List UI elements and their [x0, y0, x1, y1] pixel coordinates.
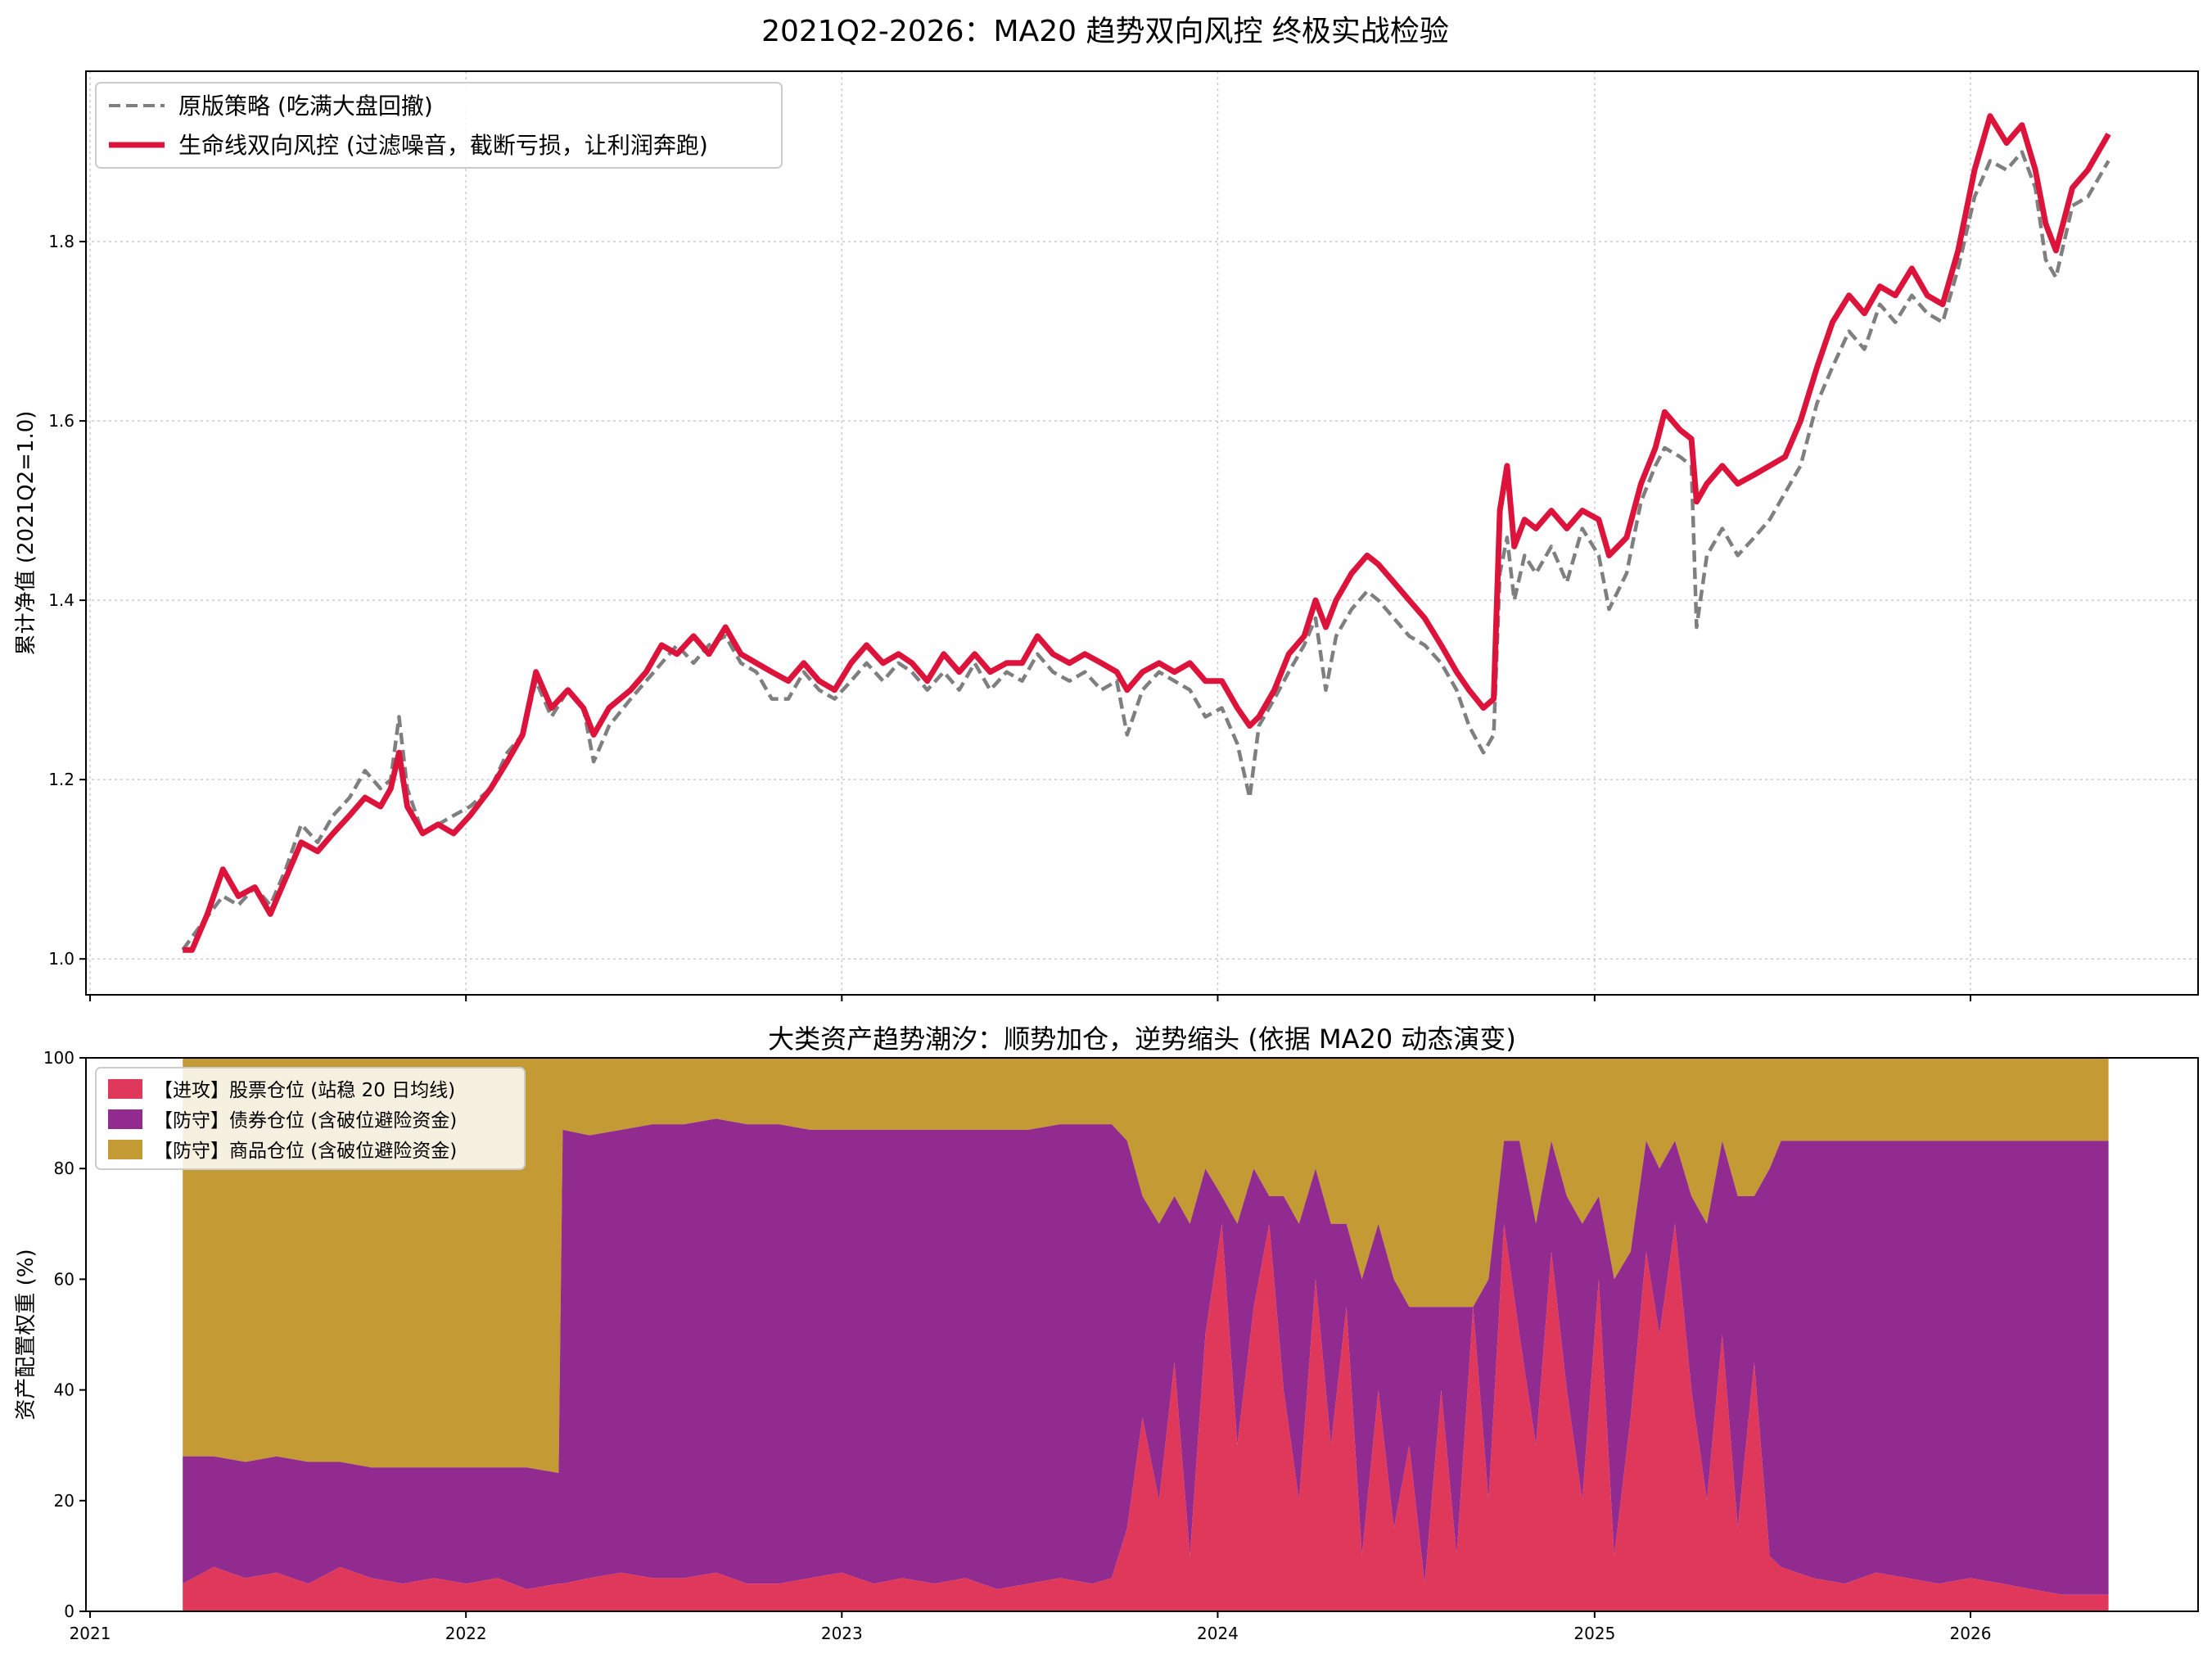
allocation-legend: 【进攻】股票仓位 (站稳 20 日均线) 【防守】债券仓位 (含破位避险资金) … — [95, 1067, 526, 1170]
allocation-x-tick-label: 2025 — [1573, 1624, 1615, 1643]
allocation-x-tick-label: 2023 — [821, 1624, 863, 1643]
nav-legend: 原版策略 (吃满大盘回撤) 生命线双向风控 (过滤噪音，截断亏损，让利润奔跑) — [95, 82, 783, 169]
area-equity — [183, 1223, 2109, 1611]
area-commodity — [183, 1058, 2109, 1473]
legend-label-equity: 【进攻】股票仓位 (站稳 20 日均线) — [154, 1080, 455, 1101]
nav-y-axis-label: 累计净值 (2021Q2=1.0) — [14, 411, 38, 656]
nav-line-lifeline — [183, 113, 2111, 953]
nav-y-tick-label: 1.8 — [48, 232, 74, 251]
nav-panel: 1.0 1.2 1.4 1.6 1.8 累计净值 (2021Q2=1.0) 原版策略 (… — [14, 70, 2199, 1001]
allocation-y-tick-label: 80 — [54, 1159, 74, 1178]
legend-swatch-equity — [108, 1079, 142, 1099]
allocation-y-tick-label: 60 — [54, 1269, 74, 1289]
area-bond — [183, 1118, 2109, 1595]
legend-label-lifeline: 生命线双向风控 (过滤噪音，截断亏损，让利润奔跑) — [178, 132, 708, 159]
allocation-x-ticks: 2021 2022 2023 2024 2025 2026 — [70, 1611, 1992, 1643]
allocation-x-tick-label: 2026 — [1950, 1624, 1992, 1643]
legend-label-commodity: 【防守】商品仓位 (含破位避险资金) — [154, 1141, 457, 1162]
allocation-y-tick-label: 20 — [54, 1491, 74, 1511]
allocation-y-tick-label: 0 — [64, 1602, 74, 1621]
allocation-stacked-areas — [183, 1058, 2109, 1611]
allocation-y-tick-label: 40 — [54, 1380, 74, 1400]
nav-y-tick-label: 1.2 — [48, 770, 74, 789]
allocation-panel-title: 大类资产趋势潮汐：顺势加仓，逆势缩头 (依据 MA20 动态演变) — [768, 1023, 1516, 1055]
allocation-x-tick-label: 2024 — [1197, 1624, 1239, 1643]
nav-y-tick-label: 1.0 — [48, 949, 74, 969]
nav-y-ticks: 1.0 1.2 1.4 1.6 1.8 — [48, 232, 86, 969]
allocation-y-axis-label: 资产配置权重 (%) — [14, 1249, 38, 1420]
nav-plot-frame — [85, 70, 2199, 996]
legend-swatch-commodity — [108, 1140, 142, 1159]
allocation-x-tick-label: 2021 — [70, 1624, 111, 1643]
nav-series-lines — [181, 113, 2111, 953]
legend-label-original: 原版策略 (吃满大盘回撤) — [178, 93, 433, 120]
allocation-y-tick-label: 100 — [43, 1048, 74, 1068]
legend-label-bond: 【防守】债券仓位 (含破位避险资金) — [154, 1110, 457, 1132]
allocation-panel: 0 20 40 60 80 100 2021 2022 2023 2024 2025 2026 资产… — [14, 1048, 2199, 1643]
nav-x-ticks — [89, 995, 1971, 1001]
nav-y-tick-label: 1.6 — [48, 411, 74, 431]
nav-y-tick-label: 1.4 — [48, 590, 74, 610]
legend-swatch-bond — [108, 1109, 142, 1129]
allocation-x-tick-label: 2022 — [445, 1624, 487, 1643]
allocation-y-ticks: 0 20 40 60 80 100 — [43, 1048, 86, 1621]
figure-title: 2021Q2-2026：MA20 趋势双向风控 终极实战检验 — [761, 15, 1449, 48]
allocation-plot-frame — [85, 1057, 2199, 1612]
nav-gridlines — [86, 71, 2198, 995]
